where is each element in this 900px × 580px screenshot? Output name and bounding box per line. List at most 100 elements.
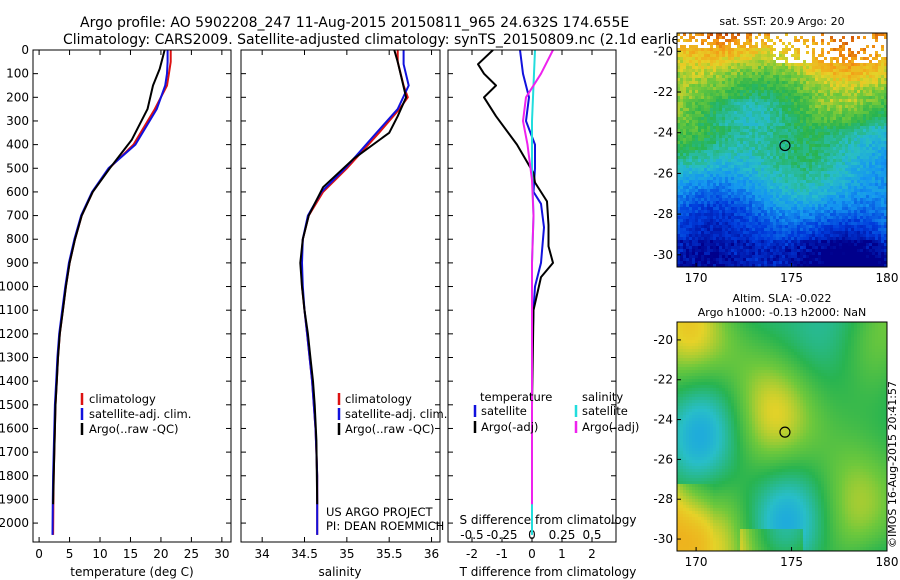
sst_map-cell: [782, 114, 786, 118]
sst_map-cell: [860, 135, 864, 139]
sst_map-cell: [863, 90, 867, 94]
sst_map-cell: [695, 201, 699, 205]
sst_map-cell: [773, 168, 777, 172]
sst_map-cell: [818, 198, 822, 202]
sst_map-cell: [839, 171, 843, 175]
sst_map-cell: [740, 129, 744, 133]
sst_map-cell: [737, 39, 741, 43]
sst_map-cell: [848, 222, 852, 226]
sst_map-cell: [761, 120, 765, 124]
sst_map-cell: [869, 228, 873, 232]
sst_map-cell: [875, 60, 879, 64]
sst_map-cell: [689, 99, 693, 103]
sst_map-cell: [869, 99, 873, 103]
sst_map-cell: [875, 78, 879, 82]
sst_map-cell: [719, 108, 723, 112]
sst_map-cell: [680, 225, 684, 229]
sst_map-cell: [863, 195, 867, 199]
sst_map-cell: [800, 219, 804, 223]
sst_map-cell: [821, 132, 825, 136]
sst_map-cell: [773, 57, 777, 61]
sst_map-cell: [743, 117, 747, 121]
sst_map-cell: [827, 207, 831, 211]
sst_map-cell: [860, 228, 864, 232]
sst_map-cell: [803, 192, 807, 196]
sst_map-cell: [785, 153, 789, 157]
sst_map-cell: [833, 81, 837, 85]
sst_map-cell: [845, 57, 849, 61]
sst_map-cell: [878, 72, 882, 76]
sst_map-cell: [872, 75, 876, 79]
sst_map-cell: [770, 105, 774, 109]
sst_map-cell: [719, 126, 723, 130]
sst_map-cell: [689, 135, 693, 139]
sst_map-cell: [728, 42, 732, 46]
sst_map-cell: [785, 48, 789, 52]
sst_map-cell: [884, 204, 887, 208]
sst_map-cell: [785, 126, 789, 130]
sst_map-cell: [845, 105, 849, 109]
sst_map-cell: [740, 231, 744, 235]
sst_map-cell: [821, 123, 825, 127]
sst_map-cell: [725, 54, 729, 58]
sst_map-cell: [761, 222, 765, 226]
sst_map-cell: [815, 93, 819, 97]
sst_map-cell: [683, 213, 687, 217]
sst_map-cell: [791, 204, 795, 208]
sst_map-cell: [755, 84, 759, 88]
sst_map-cell: [809, 207, 813, 211]
sst_map-cell: [716, 216, 720, 220]
sst_map-cell: [860, 210, 864, 214]
sst_map-cell: [848, 105, 852, 109]
sst_map-cell: [821, 228, 825, 232]
sst_map-cell: [875, 132, 879, 136]
sst_map-cell: [725, 177, 729, 181]
sst_map-cell: [851, 51, 855, 55]
sst_map-cell: [803, 135, 807, 139]
sst_map-cell: [833, 210, 837, 214]
sst_map-cell: [875, 51, 879, 55]
sst_map-cell: [770, 102, 774, 106]
sst_map-cell: [737, 219, 741, 223]
sst_map-cell: [707, 129, 711, 133]
sst_map-cell: [695, 213, 699, 217]
sst_map-cell: [746, 180, 750, 184]
sst_map-cell: [782, 225, 786, 229]
sst_map-cell: [689, 150, 693, 154]
sst_map-cell: [743, 216, 747, 220]
sst_map-cell: [794, 93, 798, 97]
sst_map-cell: [707, 144, 711, 148]
sst_map-cell: [812, 222, 816, 226]
sst_map-cell: [827, 117, 831, 121]
sst_map-cell: [803, 171, 807, 175]
sst_map-cell: [686, 90, 690, 94]
sst_map-cell: [692, 207, 696, 211]
sst_map-cell: [821, 102, 825, 106]
sst_map-cell: [698, 105, 702, 109]
sst_map-cell: [785, 204, 789, 208]
sst_map-cell: [788, 36, 792, 40]
sst_map-cell: [785, 81, 789, 85]
sst_map-cell: [869, 102, 873, 106]
sst_map-cell: [785, 111, 789, 115]
sst_map-cell: [836, 108, 840, 112]
sst_map-cell: [800, 189, 804, 193]
sst_map-cell: [851, 147, 855, 151]
sst_map-cell: [731, 87, 735, 91]
sst_map-cell: [749, 162, 753, 166]
sst_map-cell: [728, 126, 732, 130]
sst_map-cell: [740, 99, 744, 103]
sst_map-cell: [752, 138, 756, 142]
sst_map-cell: [722, 186, 726, 190]
sst_map-cell: [755, 138, 759, 142]
sst_map-cell: [863, 123, 867, 127]
sst_map-cell: [827, 108, 831, 112]
sst_map-cell: [692, 33, 696, 37]
sst_map-cell: [758, 48, 762, 52]
sst_map-cell: [752, 117, 756, 121]
sst_map-cell: [818, 51, 822, 55]
sst_map-cell: [692, 147, 696, 151]
sst_map-cell: [683, 90, 687, 94]
temperature-y-tick-label: 2000: [0, 516, 29, 530]
sst_map-cell: [863, 42, 867, 46]
